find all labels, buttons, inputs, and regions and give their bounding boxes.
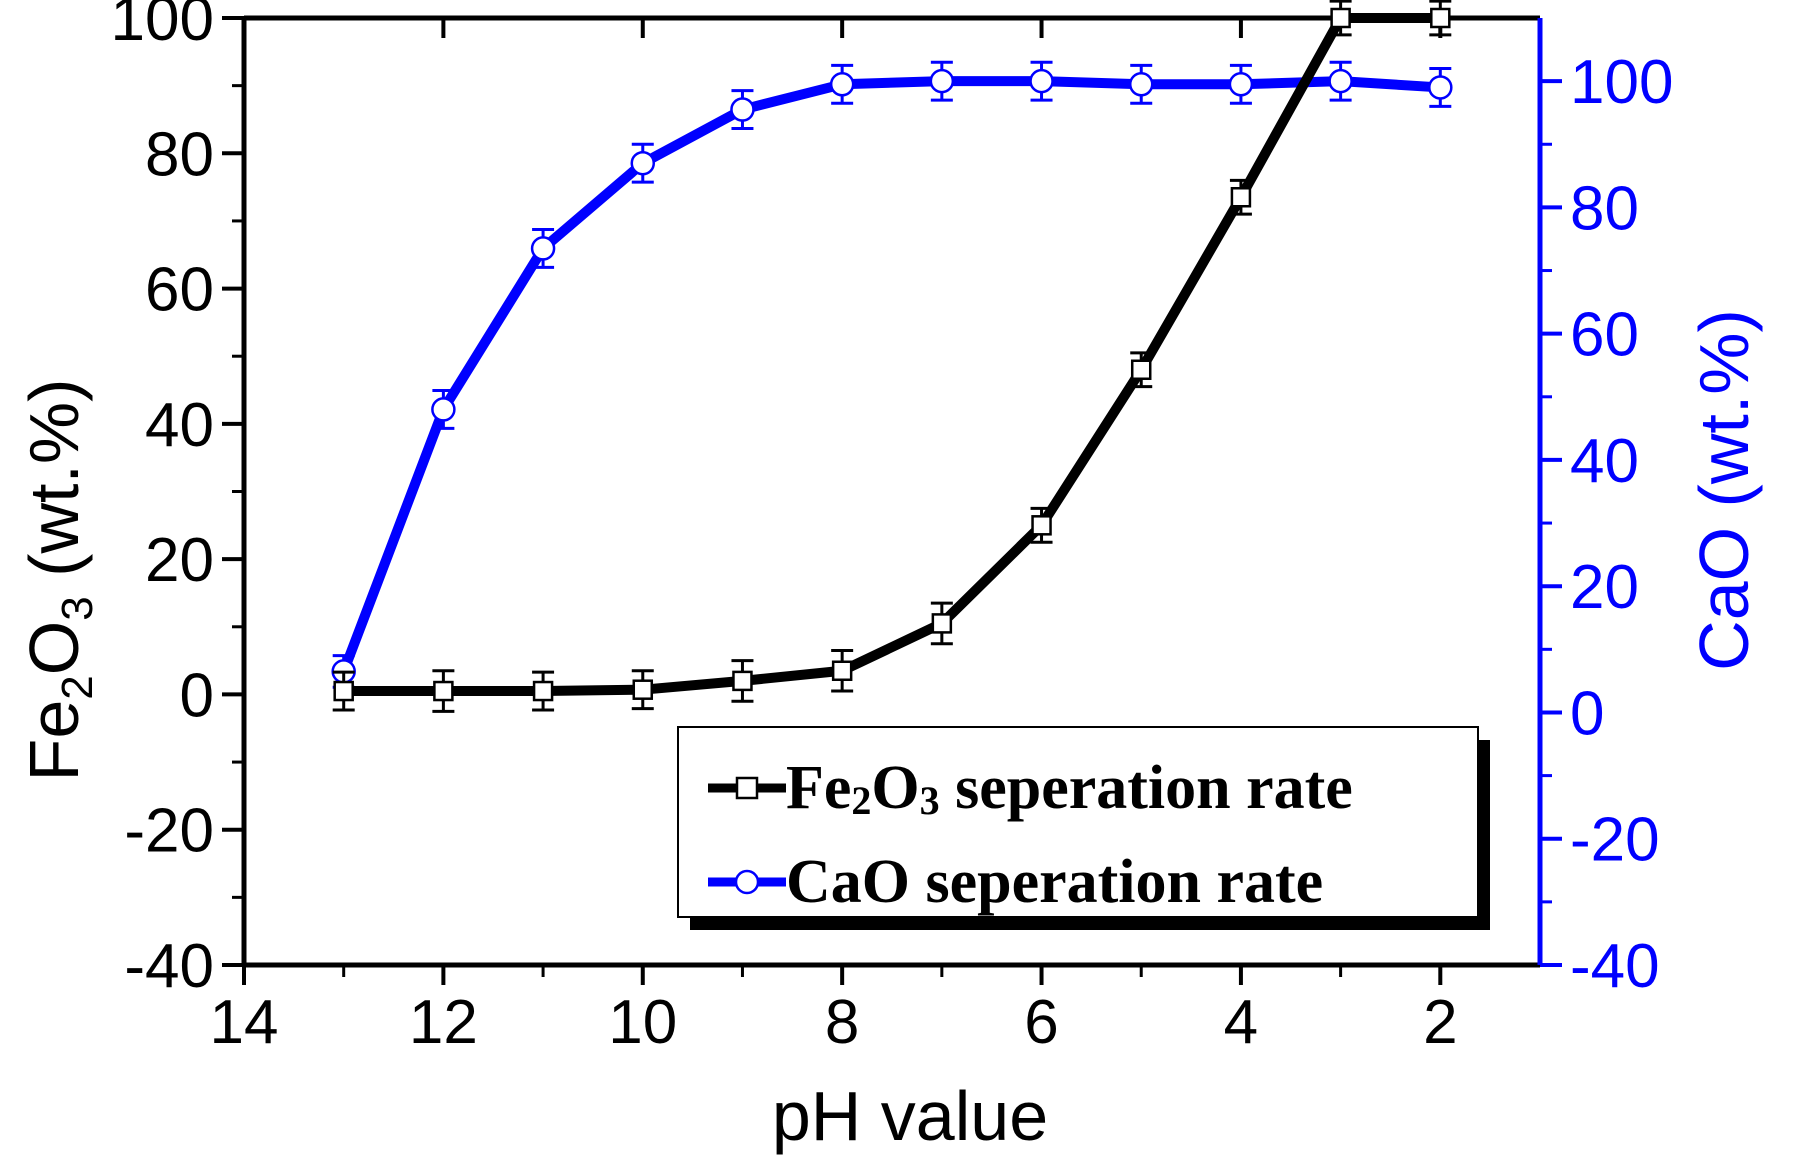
- x-tick-label: 8: [825, 988, 859, 1057]
- legend-cao-marker: [734, 869, 760, 895]
- right-y-axis-title: CaO (wt.%): [1685, 309, 1763, 671]
- legend-box: [677, 726, 1479, 918]
- data-point-fe2o3: [333, 680, 354, 702]
- left-title-sub: 3: [53, 596, 102, 620]
- left-title-part: (wt.%): [15, 379, 93, 597]
- series-fe2o3: [332, 0, 1452, 713]
- data-point-cao: [929, 68, 955, 94]
- data-point-cao: [1328, 68, 1353, 94]
- data-point-fe2o3: [1430, 7, 1451, 29]
- data-point-cao: [530, 236, 556, 261]
- x-axis-title: pH value: [772, 1077, 1048, 1155]
- right-y-tick-label: 100: [1570, 48, 1673, 117]
- legend-fe2o3-label: Fe2O3 seperation rate: [786, 754, 1353, 823]
- right-y-tick-label: 0: [1570, 679, 1604, 748]
- series-line-cao: [339, 76, 1441, 674]
- right-y-tick-label: 60: [1570, 301, 1639, 370]
- legend-fe2o3-marker: [735, 776, 759, 800]
- data-point-fe2o3: [1130, 359, 1152, 380]
- data-point-fe2o3: [632, 679, 654, 700]
- left-title-sub: 2: [53, 675, 102, 699]
- legend-cao-label: CaO seperation rate: [786, 848, 1323, 916]
- legend-part: O: [871, 754, 919, 822]
- x-tick-label: 14: [210, 988, 279, 1057]
- right-y-tick-label: 40: [1570, 427, 1639, 496]
- data-point-fe2o3: [831, 660, 853, 682]
- left-title-part: O: [15, 621, 93, 675]
- series-layer: [331, 0, 1453, 713]
- data-point-fe2o3: [433, 680, 454, 702]
- data-point-cao: [829, 72, 855, 97]
- left-y-axis-title: Fe2O3 (wt.%): [15, 379, 102, 782]
- left-y-tick-label: 100: [111, 0, 214, 54]
- left-y-tick-label: -40: [124, 932, 214, 1001]
- right-y-tick-label: 80: [1570, 174, 1639, 243]
- data-point-cao: [630, 150, 656, 176]
- data-point-fe2o3: [1230, 187, 1252, 208]
- legend-part: Fe: [786, 754, 851, 822]
- data-point-cao: [1228, 72, 1254, 97]
- left-y-tick-label: 80: [145, 120, 214, 189]
- left-y-tick-label: 0: [180, 661, 214, 730]
- legend-sub: 3: [920, 778, 940, 823]
- data-point-cao: [431, 397, 456, 422]
- data-point-fe2o3: [1031, 515, 1052, 536]
- data-point-cao: [730, 97, 755, 122]
- right-y-tick-label: -20: [1570, 806, 1660, 875]
- data-point-cao: [1428, 75, 1453, 100]
- data-point-cao: [1128, 72, 1154, 97]
- legend-part: seperation rate: [940, 754, 1353, 822]
- x-tick-label: 4: [1224, 988, 1258, 1057]
- series-line-fe2o3: [343, 13, 1441, 697]
- data-point-fe2o3: [1330, 7, 1351, 29]
- axes: 14 12 10 8 6 4 2 -40 -20 0 20 40 60 80 100 -40 -20 0 20 40 6…: [111, 0, 1674, 1057]
- data-point-fe2o3: [732, 670, 753, 692]
- left-y-tick-label: 20: [145, 526, 214, 595]
- x-tick-label: 2: [1423, 988, 1457, 1057]
- data-point-cao: [1029, 68, 1054, 94]
- x-tick-label: 12: [409, 988, 478, 1057]
- legend: Fe2O3 seperation rate CaO seperation rat…: [677, 726, 1490, 930]
- x-tick-label: 10: [608, 988, 677, 1057]
- x-tick-label: 6: [1024, 988, 1058, 1057]
- data-point-fe2o3: [532, 680, 554, 702]
- right-y-tick-label: -40: [1570, 932, 1660, 1001]
- legend-sub: 2: [851, 778, 871, 823]
- left-title-part: Fe: [15, 700, 93, 782]
- left-y-tick-label: 60: [145, 256, 214, 325]
- series-cao: [331, 60, 1453, 689]
- data-point-fe2o3: [931, 613, 953, 634]
- left-y-tick-label: 40: [145, 391, 214, 460]
- left-y-tick-label: -20: [124, 797, 214, 866]
- right-y-tick-label: 20: [1570, 553, 1639, 622]
